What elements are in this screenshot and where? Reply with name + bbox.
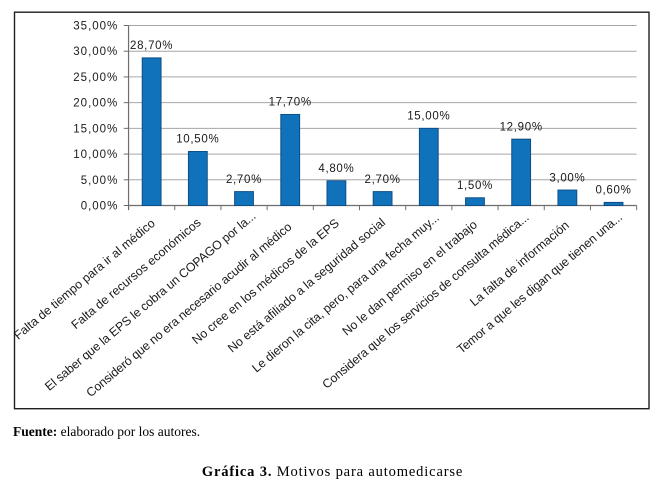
svg-text:28,70%: 28,70%: [130, 40, 173, 52]
svg-text:2,70%: 2,70%: [365, 174, 401, 186]
svg-text:0,60%: 0,60%: [595, 185, 631, 197]
svg-text:12,90%: 12,90%: [500, 121, 543, 133]
svg-text:10,00%: 10,00%: [73, 149, 118, 161]
svg-text:30,00%: 30,00%: [73, 46, 118, 58]
svg-text:17,70%: 17,70%: [269, 97, 312, 109]
svg-text:35,00%: 35,00%: [73, 21, 118, 33]
svg-text:4,80%: 4,80%: [318, 163, 354, 175]
svg-text:15,00%: 15,00%: [73, 123, 118, 135]
svg-text:15,00%: 15,00%: [407, 111, 450, 123]
svg-text:25,00%: 25,00%: [73, 72, 118, 84]
svg-text:1,50%: 1,50%: [457, 180, 493, 192]
svg-text:2,70%: 2,70%: [226, 174, 262, 186]
svg-text:20,00%: 20,00%: [73, 98, 118, 110]
svg-text:0,00%: 0,00%: [81, 201, 119, 213]
svg-text:5,00%: 5,00%: [81, 175, 119, 187]
svg-text:3,00%: 3,00%: [549, 172, 585, 184]
svg-text:10,50%: 10,50%: [176, 134, 219, 146]
